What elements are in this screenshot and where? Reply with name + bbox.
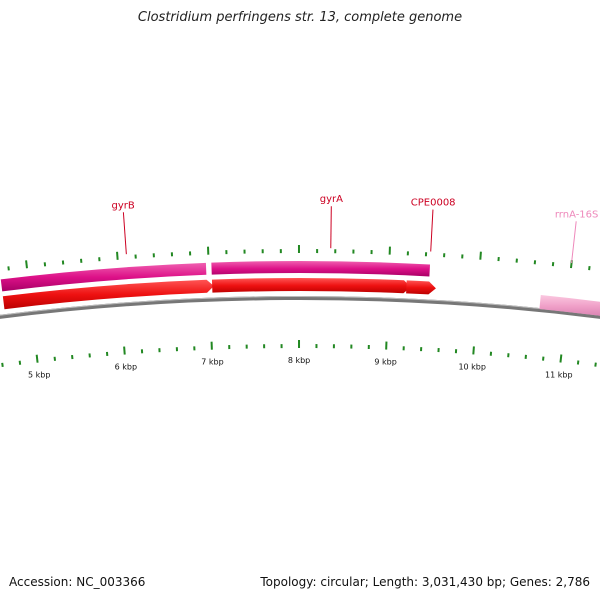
inner-tick <box>559 354 563 363</box>
kbp-label-8: 8 kbp <box>288 356 310 365</box>
inner-tick <box>35 354 39 363</box>
gyrB-leader-line <box>122 212 127 255</box>
gyrA-label: gyrA <box>320 194 343 205</box>
outer-tick <box>25 260 28 269</box>
accession-text: Accession: NC_003366 <box>9 575 146 589</box>
rrnA-16S-leader-line <box>571 221 577 264</box>
kbp-label-11: 11 kbp <box>545 370 573 379</box>
cds-gyrA-feature <box>211 277 411 294</box>
kbp-label-5: 5 kbp <box>28 371 50 380</box>
gene-gyrB-feature <box>0 262 207 292</box>
rrnA-16S-label: rrnA-16S <box>555 209 599 220</box>
kbp-label-10: 10 kbp <box>458 362 486 371</box>
gyrA-leader-line <box>330 206 332 249</box>
CPE0008-label: CPE0008 <box>411 198 456 209</box>
inner-tick <box>472 346 475 355</box>
cds-CPE0008-feature <box>406 280 436 295</box>
outer-tick <box>116 251 119 260</box>
kbp-label-7: 7 kbp <box>201 358 223 367</box>
inner-tick <box>594 362 597 367</box>
outer-tick <box>479 251 482 260</box>
rrna-16S-feature <box>539 295 600 316</box>
cds-gyrB-feature <box>2 279 214 310</box>
inner-tick <box>123 346 126 355</box>
genome-summary-text: Topology: circular; Length: 3,031,430 bp… <box>260 575 590 589</box>
CPE0008-leader-line <box>430 209 434 252</box>
gyrB-label: gyrB <box>111 200 134 211</box>
map-title: Clostridium perfringens str. 13, complet… <box>137 10 463 25</box>
genome-backbone <box>0 296 600 319</box>
kbp-label-9: 9 kbp <box>374 358 396 367</box>
genome-backbone-highlight <box>0 296 600 316</box>
kbp-label-6: 6 kbp <box>115 362 137 371</box>
gene-gyrA-feature <box>211 261 431 277</box>
inner-tick <box>1 362 4 367</box>
